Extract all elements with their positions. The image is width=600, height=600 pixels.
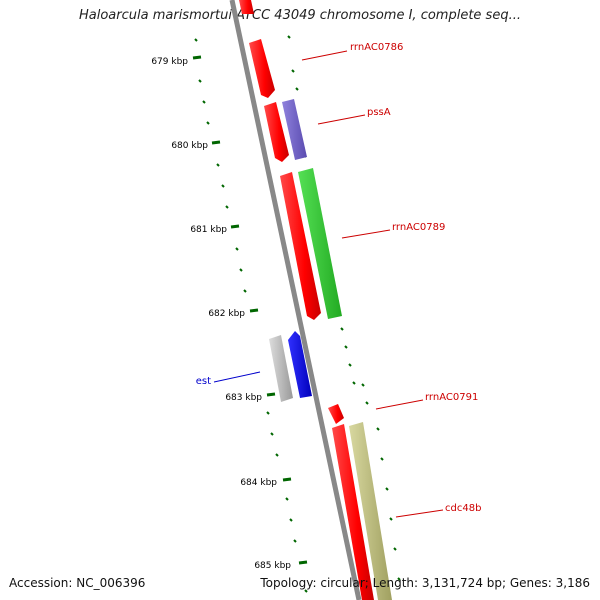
leader-rrnAC0786 xyxy=(301,50,348,61)
sequence-backbone xyxy=(229,0,362,600)
tick-684 xyxy=(282,477,292,482)
gene-rrnAC0789-bar[interactable] xyxy=(298,168,342,319)
gene-red-bar-2[interactable] xyxy=(264,102,289,162)
gene-features[interactable] xyxy=(239,0,392,600)
leader-rrnAC0791 xyxy=(375,399,424,410)
tick-683 xyxy=(266,392,276,397)
gene-est-bar[interactable] xyxy=(288,331,312,398)
leader-rrnAC0789 xyxy=(341,229,391,239)
label-rrnAC0786[interactable]: rrnAC0786 xyxy=(350,42,403,53)
gene-red-top-fragment[interactable] xyxy=(239,0,254,14)
gene-gray-bar[interactable] xyxy=(269,335,293,402)
leader-pssA xyxy=(317,114,366,125)
tick-label-684: 684 kbp xyxy=(240,478,277,488)
tick-685 xyxy=(298,560,308,565)
sequence-summary-text: Topology: circular; Length: 3,131,724 bp… xyxy=(260,576,590,590)
kbp-tick-labels: 679 kbp 680 kbp 681 kbp 682 kbp 683 kbp … xyxy=(151,57,291,571)
accession-text: Accession: NC_006396 xyxy=(9,576,146,590)
tick-label-683: 683 kbp xyxy=(225,393,262,403)
label-pssA[interactable]: pssA xyxy=(367,107,391,118)
gene-red-bar-3[interactable] xyxy=(280,172,321,320)
gene-rrnAC0791-bar[interactable] xyxy=(328,404,344,424)
label-est[interactable]: est xyxy=(196,376,211,387)
tick-679 xyxy=(192,55,202,60)
label-rrnAC0789[interactable]: rrnAC0789 xyxy=(392,222,445,233)
leader-est xyxy=(213,371,261,383)
page-title: Haloarcula marismortui ATCC 43049 chromo… xyxy=(79,8,521,23)
label-leaders xyxy=(213,50,444,518)
leader-cdc48b xyxy=(395,509,444,518)
tick-label-680: 680 kbp xyxy=(171,141,208,151)
gene-pssA-bar[interactable] xyxy=(282,99,307,160)
left-dotted-guide xyxy=(194,38,297,543)
gene-rrnAC0786-bar[interactable] xyxy=(249,39,275,98)
tick-label-685: 685 kbp xyxy=(254,561,291,571)
gene-cdc48b-bar[interactable] xyxy=(349,422,392,600)
gene-red-bar-4[interactable] xyxy=(332,424,374,600)
kbp-tick-marks xyxy=(192,55,308,565)
tick-680 xyxy=(211,140,221,145)
label-rrnAC0791[interactable]: rrnAC0791 xyxy=(425,392,478,403)
tick-label-679: 679 kbp xyxy=(151,57,188,67)
tick-label-682: 682 kbp xyxy=(208,309,245,319)
tick-label-681: 681 kbp xyxy=(190,225,227,235)
label-cdc48b[interactable]: cdc48b xyxy=(445,503,481,514)
gene-labels[interactable]: rrnAC0786 pssA rrnAC0789 est rrnAC0791 c… xyxy=(196,42,482,514)
tick-681 xyxy=(230,224,240,229)
tick-682 xyxy=(249,308,259,313)
